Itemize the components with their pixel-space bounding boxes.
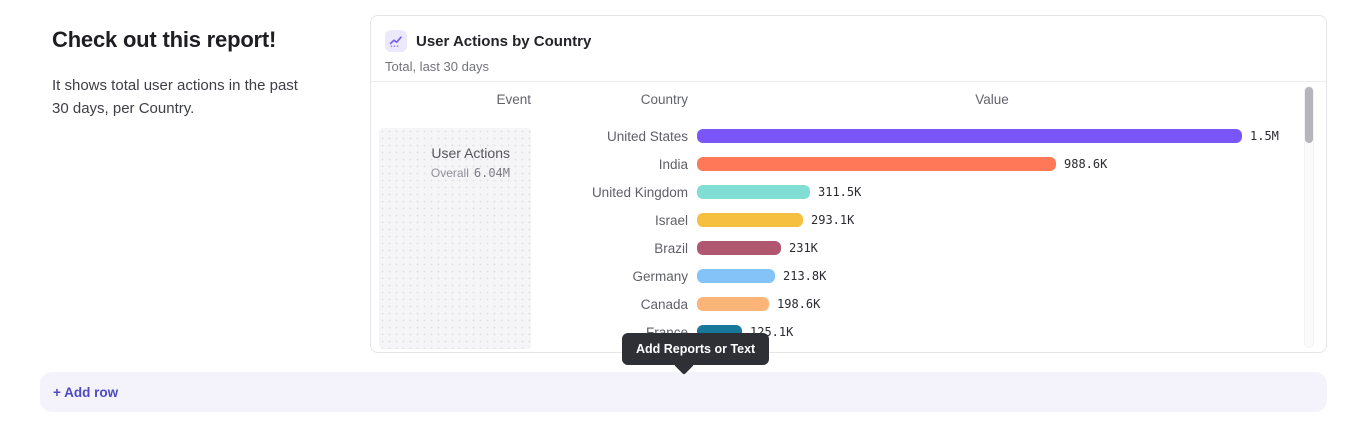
column-header-event: Event xyxy=(496,92,531,107)
report-table: Event Country Value User Actions Overall… xyxy=(371,82,1326,352)
report-title-link[interactable]: User Actions by Country xyxy=(385,30,1310,52)
value-label: 311.5K xyxy=(818,185,862,199)
country-label: Germany xyxy=(632,268,688,284)
country-label: Brazil xyxy=(654,240,688,256)
value-label: 213.8K xyxy=(783,269,827,283)
country-label: Israel xyxy=(654,212,688,228)
report-subtitle: Total, last 30 days xyxy=(385,59,490,74)
chart-rows: United States 1.5M India 988.6K United K… xyxy=(371,122,1304,346)
value-label: 293.1K xyxy=(811,213,855,227)
event-overall: Overall 6.04M xyxy=(379,166,510,180)
event-name: User Actions xyxy=(431,145,510,161)
event-overall-label: Overall xyxy=(430,166,469,180)
value-bar[interactable] xyxy=(697,297,769,311)
report-card-header: User Actions by Country Total, last 30 d… xyxy=(371,16,1326,82)
table-row: France 125.1K xyxy=(371,318,1304,346)
table-row: Canada 198.6K xyxy=(371,290,1304,318)
report-card: User Actions by Country Total, last 30 d… xyxy=(370,15,1327,353)
add-reports-tooltip: Add Reports or Text xyxy=(622,333,770,365)
table-row: United Kingdom 311.5K xyxy=(371,178,1304,206)
add-row-label: + Add row xyxy=(53,384,119,400)
page-description: It shows total user actions in the past … xyxy=(52,77,298,117)
scrollbar-thumb[interactable] xyxy=(1305,87,1313,143)
value-bar[interactable] xyxy=(697,241,781,255)
country-label: Canada xyxy=(640,296,688,312)
value-label: 198.6K xyxy=(777,297,821,311)
add-row-button[interactable]: + Add row xyxy=(40,372,1327,412)
line-chart-icon xyxy=(385,30,407,52)
value-bar[interactable] xyxy=(697,213,803,227)
value-label: 988.6K xyxy=(1064,157,1108,171)
table-row: Israel 293.1K xyxy=(371,206,1304,234)
value-bar[interactable] xyxy=(697,157,1056,171)
value-bar[interactable] xyxy=(697,129,1242,143)
value-bar[interactable] xyxy=(697,185,810,199)
page-title: Check out this report! xyxy=(52,27,277,52)
report-title: User Actions by Country xyxy=(416,32,592,50)
country-label: India xyxy=(658,156,688,172)
table-row: United States 1.5M xyxy=(371,122,1304,150)
table-row: Germany 213.8K xyxy=(371,262,1304,290)
column-headers: Event Country Value xyxy=(371,90,1326,110)
table-row: India 988.6K xyxy=(371,150,1304,178)
intro-block: Check out this report! It shows total us… xyxy=(52,27,302,120)
value-label: 231K xyxy=(789,241,818,255)
country-label: United States xyxy=(606,128,688,144)
country-label: United Kingdom xyxy=(591,184,688,200)
column-header-country: Country xyxy=(640,92,688,107)
event-overall-value: 6.04M xyxy=(473,166,510,180)
vertical-scrollbar[interactable] xyxy=(1304,86,1314,348)
value-bar[interactable] xyxy=(697,269,775,283)
table-row: Brazil 231K xyxy=(371,234,1304,262)
event-cell[interactable]: User Actions Overall 6.04M xyxy=(379,128,531,349)
value-label: 1.5M xyxy=(1250,129,1279,143)
column-header-value: Value xyxy=(975,92,1009,107)
